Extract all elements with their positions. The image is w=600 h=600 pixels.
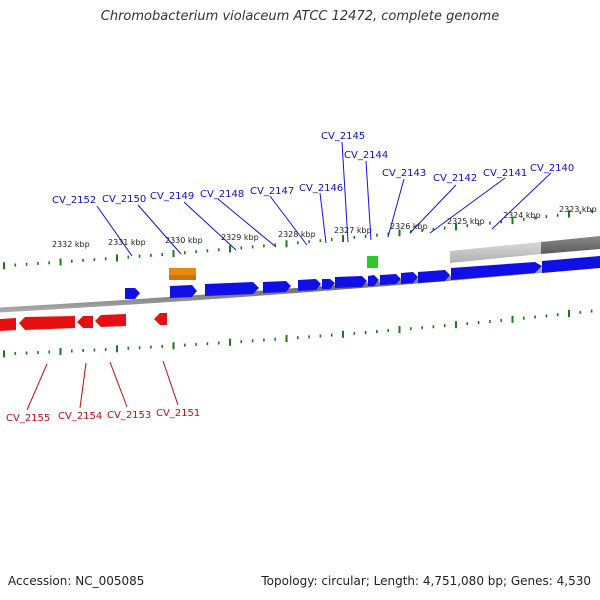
callout-line [109, 361, 128, 408]
gene-arrow-forward[interactable] [542, 256, 600, 273]
gene-arrow-forward[interactable] [380, 274, 401, 285]
scale-label: 2328 kbp [278, 230, 316, 239]
forward-gene-labels: CV_2152 CV_2150 CV_2149 CV_2148 CV_2147 … [52, 131, 574, 257]
callout-line [409, 184, 457, 234]
gene-label[interactable]: CV_2153 [107, 410, 151, 421]
gene-arrow-forward[interactable] [368, 275, 379, 286]
gene-label[interactable]: CV_2148 [200, 189, 244, 200]
gene-label[interactable]: CV_2154 [58, 411, 102, 422]
gene-arrow-forward[interactable] [335, 276, 367, 288]
gene-label[interactable]: CV_2150 [102, 194, 146, 205]
callout-line [269, 195, 308, 246]
scale-label: 2330 kbp [165, 236, 203, 245]
callout-line [162, 360, 179, 406]
gene-arrow-reverse[interactable] [154, 313, 167, 325]
gene-label[interactable]: CV_2155 [6, 413, 50, 424]
scale-labels: 2332 kbp 2331 kbp 2330 kbp 2329 kbp 2328… [52, 205, 597, 249]
gene-arrow-forward[interactable] [205, 282, 259, 296]
scale-label: 2323 kbp [559, 205, 597, 214]
callout-line [96, 205, 133, 257]
gene-arrow-forward[interactable] [125, 288, 140, 299]
rna-feature-shade [169, 275, 196, 280]
accession-text: Accession: NC_005085 [8, 574, 145, 588]
gene-label[interactable]: CV_2141 [483, 168, 527, 179]
gene-label[interactable]: CV_2149 [150, 191, 194, 202]
gene-label[interactable]: CV_2147 [250, 186, 294, 197]
scale-label: 2325 kbp [447, 217, 485, 226]
callout-line [365, 160, 372, 241]
scale-label: 2332 kbp [52, 240, 90, 249]
gene-arrow-forward[interactable] [401, 272, 418, 284]
gene-label[interactable]: CV_2140 [530, 163, 574, 174]
callout-line [217, 198, 277, 248]
scale-ticks-bottom [3, 309, 593, 358]
gene-label[interactable]: CV_2151 [156, 408, 200, 419]
gene-arrow-forward[interactable] [298, 279, 321, 291]
gene-label[interactable]: CV_2142 [433, 173, 477, 184]
callout-line [137, 204, 182, 255]
callout-line [183, 201, 237, 251]
forward-genes [125, 256, 600, 299]
scale-label: 2327 kbp [334, 226, 372, 235]
gene-label[interactable]: CV_2152 [52, 195, 96, 206]
callout-line [79, 362, 87, 409]
gene-arrow-forward[interactable] [263, 281, 291, 293]
gene-arrow-reverse[interactable] [19, 316, 75, 330]
callout-line [319, 192, 327, 244]
reverse-genes [0, 313, 167, 331]
scale-label: 2324 kbp [503, 211, 541, 220]
region-highlight-light [450, 242, 541, 263]
gene-arrow-reverse[interactable] [77, 316, 93, 328]
gene-arrow-forward[interactable] [170, 285, 197, 298]
gene-arrow-forward[interactable] [451, 262, 542, 280]
gene-label[interactable]: CV_2146 [299, 183, 343, 194]
callout-line [429, 177, 506, 234]
scale-label: 2329 kbp [221, 233, 259, 242]
callout-line [26, 363, 48, 411]
gene-label[interactable]: CV_2145 [321, 131, 365, 142]
gene-arrow-forward[interactable] [418, 270, 450, 283]
region-highlight-dark [541, 236, 600, 254]
genome-summary-text: Topology: circular; Length: 4,751,080 bp… [261, 574, 591, 588]
gene-arrow-reverse[interactable] [0, 318, 16, 331]
gene-arrow-reverse[interactable] [95, 314, 126, 327]
callout-line [387, 178, 405, 238]
callout-line [341, 141, 349, 243]
scale-label: 2326 kbp [390, 222, 428, 231]
map-title: Chromobacterium violaceum ATCC 12472, co… [100, 9, 500, 24]
misc-feature[interactable] [367, 256, 378, 268]
gene-arrow-forward[interactable] [322, 279, 335, 289]
callout-line [491, 172, 552, 230]
scale-label: 2331 kbp [108, 238, 146, 247]
gene-label[interactable]: CV_2144 [344, 150, 388, 161]
reverse-gene-labels: CV_2155 CV_2154 CV_2153 CV_2151 [6, 360, 200, 424]
gene-label[interactable]: CV_2143 [382, 168, 426, 179]
